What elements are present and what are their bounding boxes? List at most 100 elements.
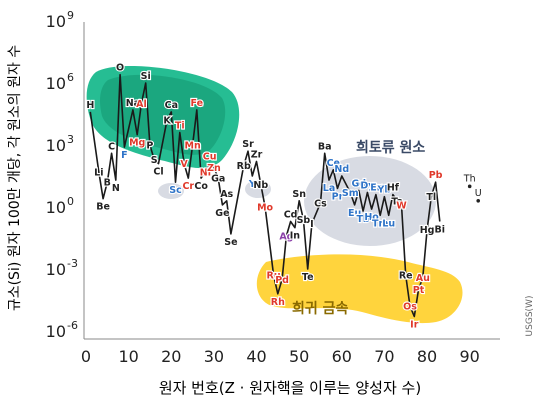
y-tick-exponent: 0 [67, 195, 74, 208]
element-label: Se [224, 237, 237, 248]
element-label: O [116, 63, 124, 74]
element-label: Ta [391, 196, 403, 207]
element-label: K [163, 116, 171, 127]
y-tick-exponent: 6 [67, 71, 74, 84]
x-tick-label: 90 [460, 347, 480, 366]
element-label: Mo [257, 203, 273, 214]
element-label: Ca [165, 100, 178, 111]
element-label: Fe [191, 98, 204, 109]
x-tick-label: 50 [289, 347, 309, 366]
y-tick-base: 10 [46, 322, 66, 341]
precious-metals-region-label: 희귀 금속 [292, 300, 349, 317]
isolated-point [476, 199, 481, 203]
y-axis-title: 규소(Si) 원자 100만 개당, 각 원소의 원자 수 [7, 45, 23, 311]
element-label: Cu [203, 152, 217, 163]
element-label: Cl [153, 167, 163, 178]
element-label: U [475, 188, 482, 199]
element-label: In [290, 231, 301, 242]
element-label: S [151, 155, 158, 166]
x-tick-label: 80 [417, 347, 437, 366]
element-label: Te [302, 272, 314, 283]
element-label: Pb [429, 170, 443, 181]
element-label: Mg [129, 138, 145, 149]
y-tick-base: 10 [46, 12, 66, 31]
y-tick-base: 10 [46, 198, 66, 217]
element-label: Re [399, 271, 413, 282]
element-label: Ni [200, 167, 211, 178]
element-label: Pd [275, 275, 289, 286]
x-tick-label: 0 [81, 347, 91, 366]
element-label: Gd [351, 179, 366, 190]
x-tick-label: 20 [161, 347, 181, 366]
y-tick-exponent: -6 [67, 319, 78, 332]
x-axis-title: 원자 번호(Z · 원자핵을 이루는 양성자 수) [159, 379, 421, 397]
sc-highlight [158, 183, 184, 199]
element-label: Zn [207, 163, 221, 174]
element-label: Ga [211, 174, 225, 185]
element-label: F [121, 150, 128, 161]
element-label: Th [463, 173, 476, 184]
element-label: Pr [332, 191, 344, 202]
element-label: Au [416, 273, 430, 284]
element-label: Be [96, 202, 110, 213]
element-label: P [146, 141, 153, 152]
element-label: Yb [377, 185, 392, 196]
element-label: Cs [314, 198, 327, 209]
element-label: Eu [348, 208, 361, 219]
y-tick-exponent: -3 [67, 257, 78, 270]
element-label: Na [126, 98, 140, 109]
rare-earth-region-label: 희토류 원소 [356, 140, 425, 156]
element-label: Ho [364, 212, 379, 223]
isolated-point [467, 184, 472, 189]
element-label: Y [248, 179, 256, 190]
element-label: Al [136, 99, 147, 110]
y-highlight [245, 180, 271, 198]
element-label: Tl [426, 192, 436, 203]
x-tick-label: 40 [246, 347, 266, 366]
element-label: Hf [387, 183, 400, 194]
element-label: I [310, 219, 314, 230]
element-label: Zr [251, 150, 263, 161]
x-tick-label: 30 [204, 347, 224, 366]
element-label: Mn [184, 141, 200, 152]
axes [83, 22, 500, 340]
element-label: C [108, 141, 115, 152]
element-label: Nd [334, 164, 349, 175]
y-tick-exponent: 3 [67, 133, 74, 146]
element-label: Sb [297, 215, 311, 226]
element-label: Cd [284, 210, 298, 221]
element-label: Lu [382, 218, 395, 229]
y-tick-base: 10 [46, 74, 66, 93]
element-label: Ti [175, 121, 185, 132]
element-label: Pt [413, 285, 425, 296]
y-tick-base: 10 [46, 260, 66, 279]
element-label: Os [403, 302, 417, 313]
abundance-series-line [89, 73, 441, 318]
x-tick-label: 70 [374, 347, 394, 366]
y-tick-base: 10 [46, 136, 66, 155]
element-label: N [112, 183, 120, 194]
element-label: Li [94, 167, 103, 178]
credit-text: USGS(W) [525, 296, 535, 337]
element-label: Rb [237, 161, 251, 172]
element-label: Sr [242, 139, 254, 150]
element-label: Dy [360, 181, 375, 192]
element-label: La [323, 183, 335, 194]
element-label: V [180, 159, 188, 170]
element-label: Ag [279, 231, 293, 242]
element-label: W [396, 200, 407, 211]
element-label: Ba [318, 141, 332, 152]
element-label: Ce [327, 158, 340, 169]
rock-forming-region-label: 암석의 주성분이 되는 원소 [100, 39, 256, 56]
element-label: Ru [267, 271, 281, 282]
element-label: Cr [182, 181, 194, 192]
element-label: B [104, 178, 111, 189]
element-label: Bi [435, 225, 446, 236]
x-tick-labels: 0 10 20 30 40 50 60 70 80 90 [81, 347, 480, 366]
x-tick-label: 60 [332, 347, 352, 366]
element-label: Tm [372, 218, 388, 229]
